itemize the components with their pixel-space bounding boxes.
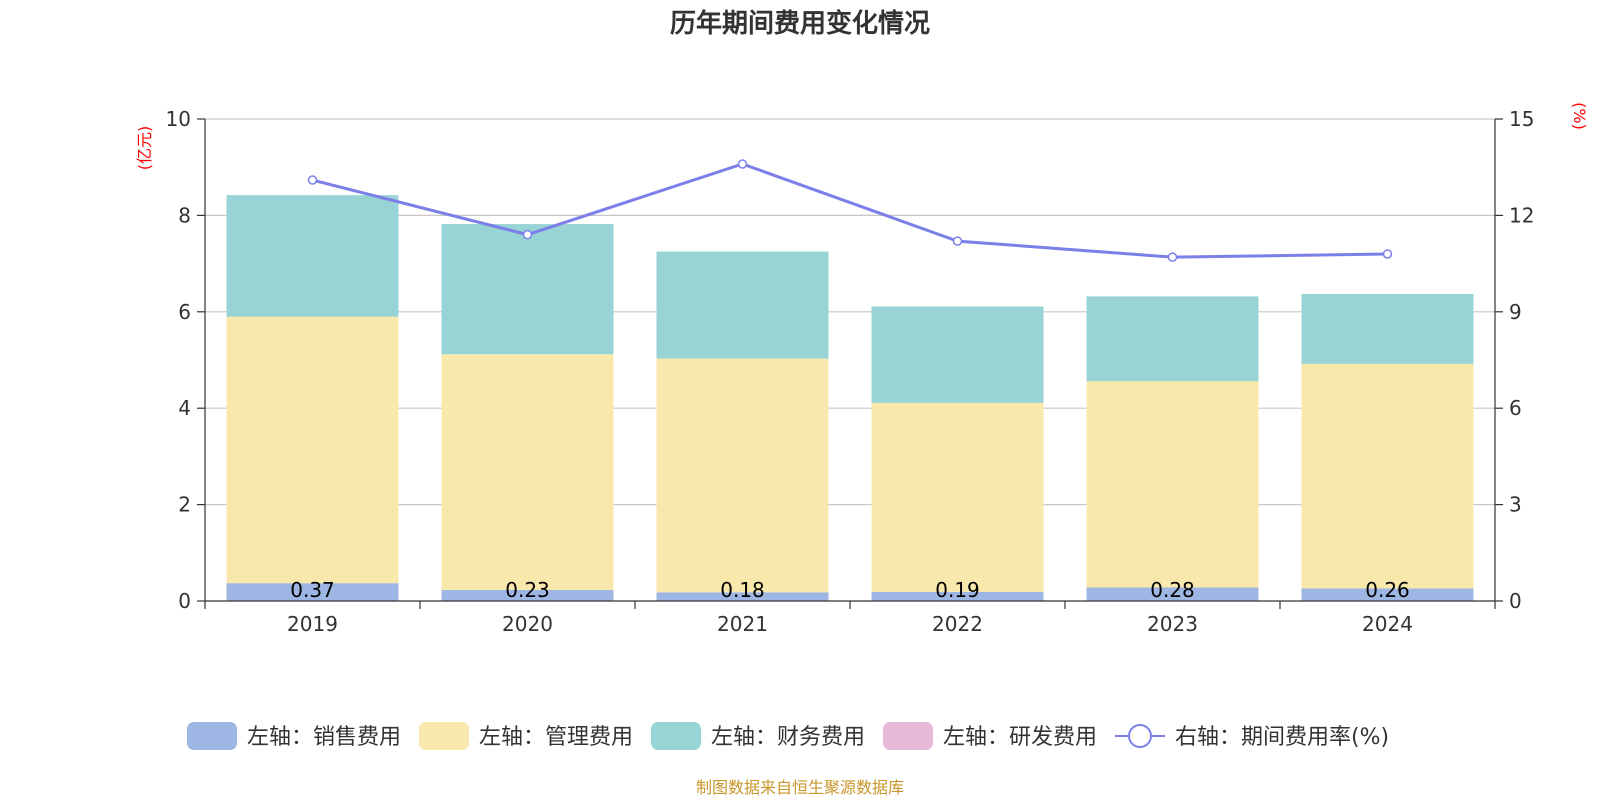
legend-item-2[interactable]: 左轴：财务费用 [651,722,865,750]
legend: 左轴：销售费用 左轴：管理费用 左轴：财务费用 左轴：研发费用 右轴：期间费用率(%) [187,722,1389,750]
right-tick-label: 15 [1509,107,1534,131]
left-tick-label: 8 [178,203,191,227]
data-label-2022: 0.19 [935,578,980,602]
right-tick-label: 0 [1509,589,1522,613]
right-tick-label: 12 [1509,203,1534,227]
bar-2022-series-1 [871,402,1044,592]
bar-2024-series-2 [1301,293,1474,364]
data-source-note: 制图数据来自恒生聚源数据库 [696,778,904,797]
bar-2021-series-1 [656,358,829,593]
legend-label: 左轴：管理费用 [479,725,633,750]
bar-2020-series-1 [441,354,614,590]
left-tick-label: 2 [178,493,191,517]
x-tick-label-2020: 2020 [502,612,553,636]
bar-2020-series-0 [441,589,614,601]
bar-2022-series-2 [871,306,1044,403]
right-axis-unit: (%) [1570,102,1589,130]
bar-series [226,195,1474,601]
legend-item-4[interactable]: 右轴：期间费用率(%) [1115,724,1389,750]
right-tick-label: 9 [1509,300,1522,324]
line-series [307,159,1393,262]
bar-2023-series-2 [1086,296,1259,382]
bar-2019-series-2 [226,195,399,317]
bar-2019-series-1 [226,316,399,584]
right-tick-label: 3 [1509,493,1522,517]
legend-swatch [883,722,933,750]
line-point-2019 [307,175,318,185]
legend-item-0[interactable]: 左轴：销售费用 [187,722,401,750]
legend-swatch [651,722,701,750]
legend-swatch [187,722,237,750]
x-tick-label-2021: 2021 [717,612,768,636]
x-tick-label-2023: 2023 [1147,612,1198,636]
data-label-2024: 0.26 [1365,578,1410,602]
bar-2021-series-0 [656,592,829,601]
grid-lines [205,118,1495,506]
legend-label: 左轴：销售费用 [247,725,401,750]
bar-2022-series-0 [871,591,1044,601]
line-point-2020 [522,229,533,240]
data-labels: 0.37 0.23 0.18 0.19 0.28 0.26 [290,578,1410,602]
line-point-2023 [1167,252,1178,262]
legend-label: 左轴：研发费用 [943,725,1097,750]
bar-2019-series-0 [226,583,399,601]
data-label-2019: 0.37 [290,578,335,602]
line-point-2021 [737,159,748,169]
left-axis-unit: (亿元) [135,126,154,171]
data-label-2021: 0.18 [720,578,765,602]
axes: 0 2 4 6 8 10 0 3 6 9 12 15 2019 2020 2021 2022 2023 2024 [166,107,1535,636]
legend-label: 右轴：期间费用率(%) [1175,725,1389,750]
bar-2021-series-2 [656,251,829,359]
bar-2023-series-1 [1086,381,1259,588]
x-tick-label-2022: 2022 [932,612,983,636]
bar-2024-series-1 [1301,363,1474,589]
left-tick-label: 0 [178,589,191,613]
bar-2024-series-0 [1301,588,1474,601]
left-tick-label: 4 [178,396,191,420]
bar-2023-series-0 [1086,587,1259,601]
legend-marker [1128,724,1152,748]
line-expense-rate [312,162,1388,259]
right-tick-label: 6 [1509,396,1522,420]
data-label-2020: 0.23 [505,578,550,602]
x-tick-label-2019: 2019 [287,612,338,636]
legend-label: 左轴：财务费用 [711,725,865,750]
left-tick-label: 10 [166,107,191,131]
line-point-2024 [1382,249,1393,259]
line-point-2022 [952,236,963,246]
x-tick-label-2024: 2024 [1362,612,1413,636]
data-label-2023: 0.28 [1150,578,1195,602]
legend-item-1[interactable]: 左轴：管理费用 [419,722,633,750]
legend-item-3[interactable]: 左轴：研发费用 [883,722,1097,750]
legend-swatch [419,722,469,750]
left-tick-label: 6 [178,300,191,324]
chart-title: 历年期间费用变化情况 [670,8,930,39]
bar-2020-series-2 [441,224,614,355]
